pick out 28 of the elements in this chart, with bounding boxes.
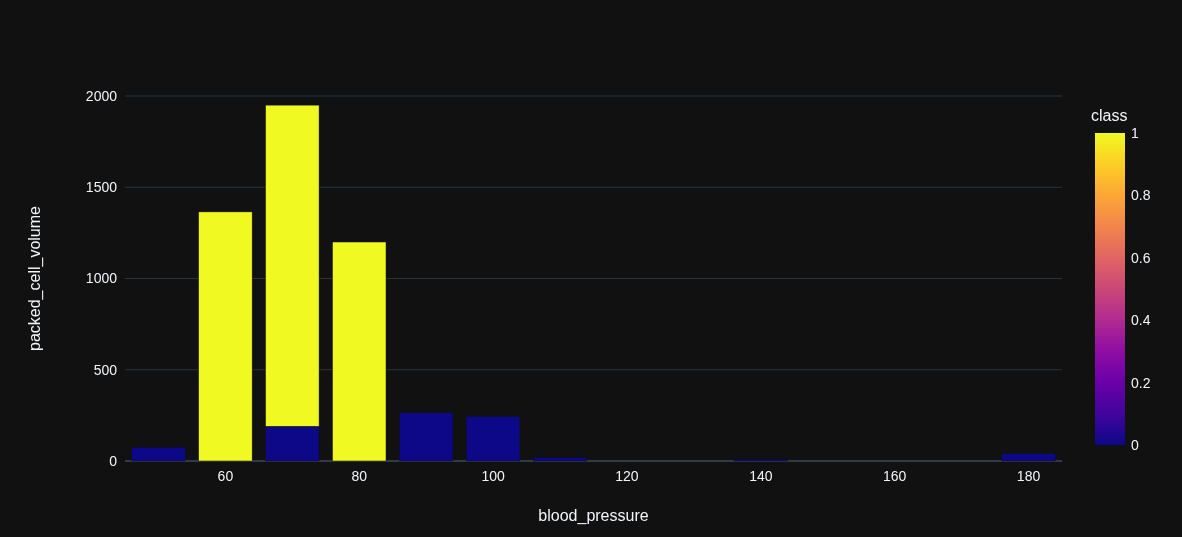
color-bar-label: 1 xyxy=(1131,124,1139,141)
x-tick-label: 160 xyxy=(883,468,907,484)
color-bar-label: 0.6 xyxy=(1131,249,1151,266)
y-axis-title: packed_cell_volume xyxy=(26,205,44,351)
x-tick-label: 120 xyxy=(615,468,639,484)
bar xyxy=(1001,453,1056,462)
x-axis-title: blood_pressure xyxy=(538,507,649,525)
color-bar-label: 0 xyxy=(1131,436,1139,453)
y-tick-label: 500 xyxy=(93,361,118,378)
bar xyxy=(198,211,253,462)
x-tick-label: 80 xyxy=(351,468,368,484)
x-tick-label: 60 xyxy=(217,468,234,484)
color-bar-label: 0.8 xyxy=(1131,187,1151,204)
y-tick-label: 1500 xyxy=(85,179,118,196)
bar xyxy=(131,447,186,462)
x-tick-label: 140 xyxy=(749,468,773,484)
bar xyxy=(533,457,588,462)
bar xyxy=(332,241,387,462)
y-tick-label: 0 xyxy=(109,452,118,469)
x-tick-label: 100 xyxy=(481,468,505,484)
y-tick-label: 2000 xyxy=(85,87,118,104)
color-bar-title: class xyxy=(1091,107,1128,124)
color-bar-label: 0.4 xyxy=(1131,312,1151,329)
bar xyxy=(466,416,521,462)
bar xyxy=(399,412,454,462)
color-bar-label: 0.2 xyxy=(1131,374,1151,391)
x-tick-label: 180 xyxy=(1016,468,1041,484)
y-tick-label: 1000 xyxy=(85,270,118,287)
